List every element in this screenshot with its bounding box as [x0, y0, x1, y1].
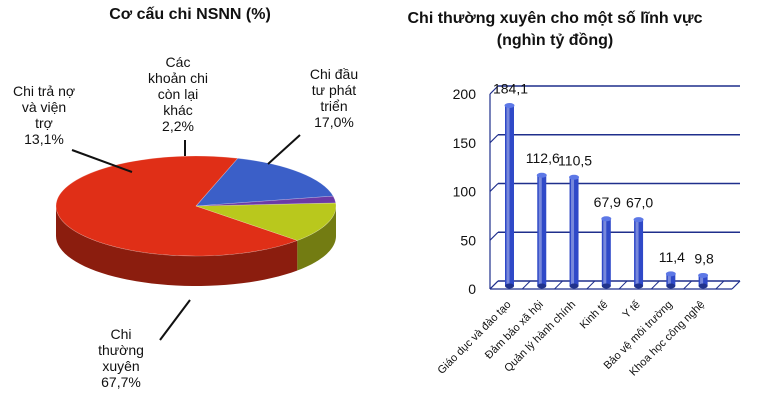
category-separator — [650, 280, 660, 290]
slice-label-line: và viện — [21, 99, 67, 115]
bar-highlight — [538, 175, 542, 286]
bar-base — [601, 283, 611, 289]
gridline-skew — [489, 183, 499, 192]
bar-group — [633, 217, 644, 289]
slice-label-line: 17,0% — [314, 114, 354, 130]
bar-top — [601, 216, 612, 222]
bar-group — [698, 272, 709, 289]
x-axis-skew — [731, 280, 741, 290]
bar-highlight — [603, 218, 607, 286]
slice-label-line: triển — [320, 98, 348, 114]
bar-group — [569, 174, 580, 289]
bar-chart-title: Chi thường xuyên cho một số lĩnh vực (ng… — [400, 8, 710, 52]
bar-base — [569, 283, 579, 289]
pie-slice-3 — [195, 195, 337, 207]
pie-slice-1 — [55, 155, 299, 257]
bar — [601, 218, 611, 286]
bar-value-label: 110,5 — [558, 152, 592, 168]
bar-group — [665, 271, 676, 289]
slice-label-line: 67,7% — [101, 374, 141, 390]
bar-group — [504, 103, 515, 289]
bar-value-label: 11,4 — [659, 249, 685, 265]
slice-label-line: Các — [165, 54, 191, 70]
category-separator — [683, 280, 692, 290]
slice-label-line: trợ — [35, 115, 53, 131]
bar-top — [633, 217, 644, 223]
pie-leader-line-2 — [71, 149, 133, 173]
bar — [666, 273, 676, 286]
category-separator — [521, 280, 531, 290]
slice-label-line: khoản chi — [148, 70, 208, 86]
bar-highlight — [700, 275, 704, 286]
bar-highlight — [571, 177, 575, 286]
bar-chart-title-line-1: Chi thường xuyên cho một số lĩnh vực — [407, 10, 703, 27]
x-tick-label: Đảm bảo xã hội — [483, 299, 546, 362]
slice-label-line: Chi đầu — [309, 66, 359, 82]
slice-label-tra-no: Chi trả nợ và viện trợ 13,1% — [0, 83, 88, 147]
bar-value-label: 67,9 — [594, 194, 621, 210]
bar — [634, 219, 644, 286]
gridline-skew — [489, 85, 499, 95]
bar-value-label: 184,1 — [493, 81, 528, 97]
slice-label-line: 2,2% — [162, 118, 194, 134]
bar-top — [569, 174, 580, 180]
gridline-skew — [489, 134, 499, 144]
slice-label-line: xuyên — [102, 358, 140, 374]
slice-label-line: còn lại — [157, 86, 199, 102]
slice-label-line: khác — [163, 102, 193, 118]
slice-label-line: Chi trả nợ — [12, 83, 76, 99]
pie-leader-line-0 — [267, 134, 301, 165]
y-tick-label: 200 — [453, 86, 477, 102]
bar-top — [665, 271, 676, 277]
category-separator — [715, 280, 725, 290]
bar — [698, 275, 708, 286]
bar — [505, 105, 514, 286]
category-separator — [618, 280, 628, 290]
y-tick-label: 50 — [460, 232, 476, 248]
category-separator — [489, 280, 499, 290]
category-separator — [586, 280, 596, 290]
bar-highlight — [635, 219, 639, 286]
slice-label-thuong-xuyen: Chi thường xuyên 67,7% — [86, 326, 156, 390]
bar-base — [698, 283, 708, 289]
bar — [537, 175, 547, 286]
bar-base — [634, 283, 644, 289]
bar-top — [698, 272, 709, 278]
x-tick-label: Y tế — [621, 299, 643, 321]
x-tick-label: Kinh tế — [578, 299, 611, 332]
bar — [569, 177, 579, 286]
y-tick-label: 100 — [453, 184, 477, 200]
bar-base — [537, 283, 547, 289]
bar-group — [601, 216, 612, 289]
bar-value-label: 9,8 — [694, 250, 714, 266]
bar-value-label: 67,0 — [626, 195, 653, 211]
y-tick-label: 0 — [468, 281, 476, 297]
bar-highlight — [667, 273, 671, 286]
bar-group — [536, 172, 547, 289]
slice-label-line: thường — [98, 342, 144, 358]
bar-top — [504, 103, 515, 109]
slice-label-con-lai: Các khoản chi còn lại khác 2,2% — [133, 54, 223, 134]
y-tick-label: 150 — [453, 135, 477, 151]
category-separator — [554, 280, 563, 290]
bar-highlight — [506, 105, 510, 286]
bar-base — [505, 283, 514, 289]
pie-chart — [55, 134, 337, 341]
slice-label-line: Chi — [110, 326, 132, 342]
pie-leader-line-1 — [159, 299, 191, 341]
pie-slice-side-1 — [56, 206, 298, 286]
pie-slice-0 — [195, 157, 334, 207]
pie-slice-side-2 — [297, 206, 336, 271]
bar-chart-title-line-2: (nghìn tỷ đồng) — [496, 32, 614, 49]
pie-slice-2 — [195, 202, 337, 241]
bar-top — [536, 172, 547, 178]
slice-label-line: tư phát — [311, 82, 357, 98]
pie-chart-title: Cơ cấu chi NSNN (%) — [109, 6, 271, 23]
bar-base — [666, 283, 676, 289]
slice-label-dau-tu: Chi đầu tư phát triển 17,0% — [294, 66, 374, 130]
gridline-skew — [489, 231, 499, 241]
bar-value-label: 112,6 — [526, 150, 560, 166]
slice-label-line: 13,1% — [24, 131, 64, 147]
